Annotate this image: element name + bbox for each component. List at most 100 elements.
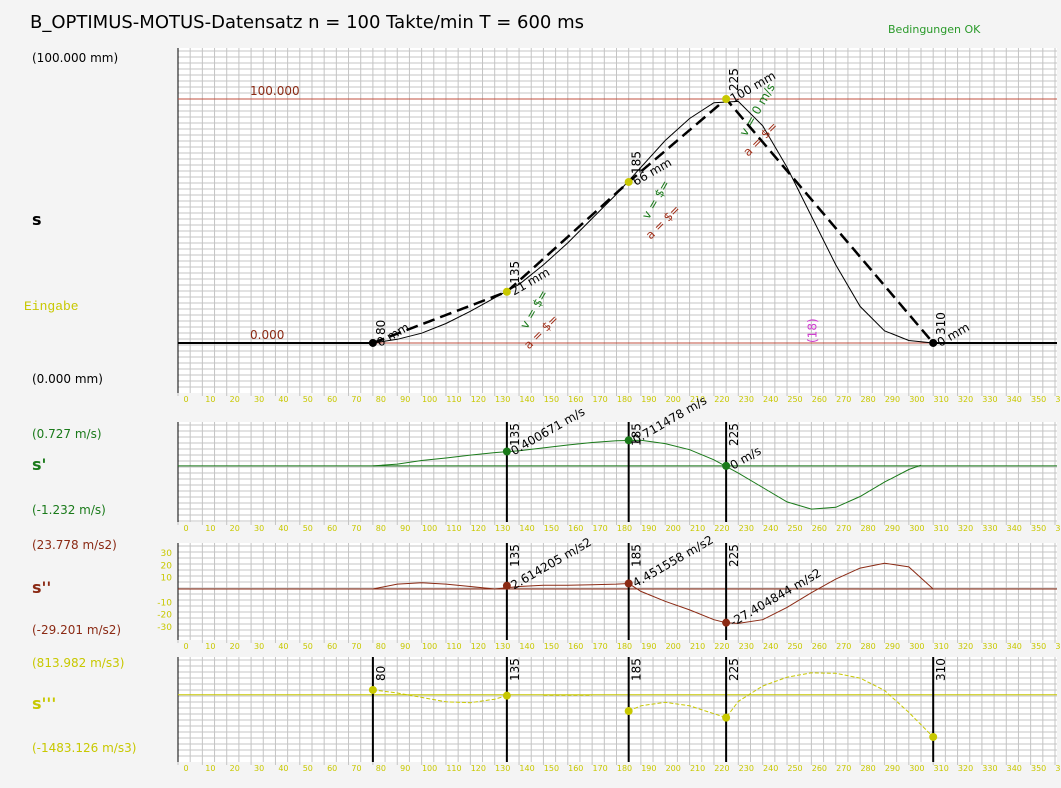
x-tick-label: 300 (909, 524, 924, 533)
max-label: (813.982 m/s3) (32, 656, 124, 670)
curve (372, 100, 934, 344)
x-tick-label: 320 (958, 524, 973, 533)
point-x-label: 225 (727, 658, 741, 681)
point-x-label: 185 (630, 151, 644, 174)
x-tick-label: 40 (278, 524, 288, 533)
x-tick-label: 100 (422, 395, 437, 404)
x-tick-label: 10 (205, 524, 215, 533)
x-tick-label: 160 (568, 395, 583, 404)
x-tick-label: 310 (934, 764, 949, 773)
y-tick-label: -10 (157, 598, 172, 608)
x-tick-label: 360 (1055, 764, 1061, 773)
x-tick-label: 80 (376, 642, 386, 651)
x-tick-label: 300 (909, 764, 924, 773)
point-x-label: 225 (727, 544, 741, 567)
point-marker (722, 461, 731, 470)
x-tick-label: 30 (254, 395, 264, 404)
y-tick-label: 30 (161, 549, 173, 559)
min-label: (-1483.126 m/s3) (32, 741, 136, 755)
point-marker (624, 707, 633, 716)
panel-name: s (32, 210, 42, 229)
x-tick-label: 80 (376, 764, 386, 773)
x-tick-label: 220 (714, 642, 729, 651)
x-tick-label: 150 (544, 642, 559, 651)
point-x-label: 135 (508, 658, 522, 681)
x-tick-label: 120 (471, 764, 486, 773)
x-tick-label: 350 (1031, 524, 1046, 533)
x-tick-label: 10 (205, 764, 215, 773)
x-tick-label: 130 (495, 642, 510, 651)
x-tick-label: 60 (327, 524, 337, 533)
point-x-label: 135 (508, 261, 522, 284)
x-tick-label: 310 (934, 642, 949, 651)
x-tick-label: 130 (495, 524, 510, 533)
x-tick-label: 90 (400, 642, 410, 651)
x-tick-label: 90 (400, 764, 410, 773)
x-tick-label: 280 (860, 764, 875, 773)
point-x-label: 225 (727, 423, 741, 446)
x-tick-label: 70 (351, 524, 361, 533)
x-tick-label: 50 (303, 395, 313, 404)
x-tick-label: 180 (617, 764, 632, 773)
panel-name: s''' (32, 694, 56, 713)
x-tick-label: 260 (812, 642, 827, 651)
x-tick-label: 350 (1031, 642, 1046, 651)
x-tick-label: 160 (568, 764, 583, 773)
x-tick-label: 110 (446, 764, 461, 773)
y-tick-label: 20 (161, 561, 173, 571)
x-tick-label: 150 (544, 764, 559, 773)
x-tick-label: 0 (183, 642, 188, 651)
max-label: (23.778 m/s2) (32, 538, 117, 552)
point-x-label: 80 (374, 666, 388, 681)
curve (372, 562, 934, 624)
x-tick-label: 230 (739, 395, 754, 404)
x-tick-label: 70 (351, 395, 361, 404)
panel-name: s' (32, 455, 46, 474)
x-tick-label: 340 (1007, 764, 1022, 773)
x-tick-label: 320 (958, 764, 973, 773)
x-tick-label: 240 (763, 395, 778, 404)
x-tick-label: 100 (422, 764, 437, 773)
x-tick-label: 60 (327, 395, 337, 404)
x-tick-label: 250 (787, 764, 802, 773)
y-tick-label: -20 (157, 611, 172, 621)
x-tick-label: 80 (376, 524, 386, 533)
x-tick-label: 290 (885, 524, 900, 533)
x-tick-label: 260 (812, 764, 827, 773)
point-marker (722, 618, 731, 627)
ref-label: 100.000 (250, 84, 300, 98)
x-tick-label: 0 (183, 764, 188, 773)
x-tick-label: 190 (641, 395, 656, 404)
max-label: (0.727 m/s) (32, 427, 102, 441)
x-tick-label: 100 (422, 642, 437, 651)
x-tick-label: 240 (763, 764, 778, 773)
x-tick-label: 270 (836, 395, 851, 404)
x-tick-label: 70 (351, 764, 361, 773)
x-tick-label: 320 (958, 395, 973, 404)
x-tick-label: 220 (714, 524, 729, 533)
x-tick-label: 110 (446, 524, 461, 533)
x-tick-label: 350 (1031, 764, 1046, 773)
point-marker (502, 691, 511, 700)
x-tick-label: 330 (982, 764, 997, 773)
ref-label: 0.000 (250, 328, 284, 342)
x-tick-label: 180 (617, 524, 632, 533)
title: B_OPTIMUS-MOTUS-Datensatz n = 100 Takte/… (30, 12, 584, 33)
x-tick-label: 250 (787, 642, 802, 651)
x-tick-label: 230 (739, 642, 754, 651)
x-tick-label: 140 (519, 524, 534, 533)
x-tick-label: 120 (471, 524, 486, 533)
x-tick-label: 260 (812, 395, 827, 404)
annotation: (18) (805, 318, 819, 343)
x-tick-label: 190 (641, 764, 656, 773)
min-label: (-29.201 m/s2) (32, 623, 121, 637)
x-tick-label: 160 (568, 642, 583, 651)
x-tick-label: 150 (544, 395, 559, 404)
point-x-label: 185 (630, 423, 644, 446)
x-tick-label: 50 (303, 524, 313, 533)
x-tick-label: 230 (739, 764, 754, 773)
point-marker (502, 447, 511, 456)
x-tick-label: 20 (230, 395, 240, 404)
x-tick-label: 360 (1055, 524, 1061, 533)
